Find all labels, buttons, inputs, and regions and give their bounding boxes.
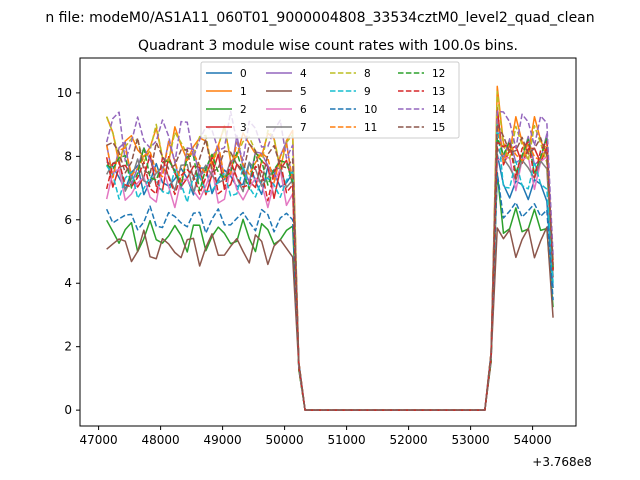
series-line-2 bbox=[106, 172, 554, 411]
legend-label-7: 7 bbox=[300, 122, 307, 134]
x-tick-label: 54000 bbox=[514, 433, 552, 447]
x-tick-label: 48000 bbox=[142, 433, 180, 447]
legend-box bbox=[200, 61, 460, 139]
axis-ticks: 47000 48000 49000 50000 51000 52000 53000 54000… bbox=[57, 86, 552, 447]
legend-label-13: 13 bbox=[432, 86, 445, 98]
x-offset-label: +3.768e8 bbox=[532, 455, 591, 469]
legend-label-9: 9 bbox=[364, 86, 371, 98]
y-tick-label: 2 bbox=[64, 340, 72, 354]
legend-label-12: 12 bbox=[432, 68, 445, 80]
series-line-0 bbox=[106, 153, 554, 411]
legend-label-11: 11 bbox=[364, 122, 377, 134]
x-tick-label: 51000 bbox=[328, 433, 366, 447]
series-line-14 bbox=[105, 110, 554, 411]
legend-label-3: 3 bbox=[240, 122, 247, 134]
x-tick-label: 47000 bbox=[80, 433, 118, 447]
y-tick-label: 0 bbox=[64, 403, 72, 417]
legend-label-2: 2 bbox=[240, 104, 247, 116]
legend-label-8: 8 bbox=[364, 68, 371, 80]
series-line-8 bbox=[105, 90, 554, 411]
legend-label-10: 10 bbox=[364, 104, 377, 116]
legend-label-4: 4 bbox=[300, 68, 307, 80]
chart-title: Quadrant 3 module wise count rates with … bbox=[138, 38, 518, 54]
series-line-6 bbox=[105, 155, 554, 411]
series-line-11 bbox=[105, 120, 554, 411]
x-tick-label: 50000 bbox=[266, 433, 304, 447]
series-line-5 bbox=[106, 226, 554, 411]
axes-frame bbox=[79, 57, 577, 427]
x-tick-label: 53000 bbox=[452, 433, 490, 447]
legend-label-0: 0 bbox=[240, 68, 247, 80]
series-line-7 bbox=[106, 147, 554, 411]
legend-label-14: 14 bbox=[432, 104, 446, 116]
y-tick-label: 10 bbox=[57, 86, 72, 100]
legend-label-15: 15 bbox=[432, 122, 445, 134]
x-tick-label: 52000 bbox=[390, 433, 428, 447]
legend-label-6: 6 bbox=[300, 104, 307, 116]
figure-suptitle: n file: modeM0/AS1A11_060T01_9000004808_… bbox=[45, 10, 594, 26]
x-tick-label: 49000 bbox=[204, 433, 242, 447]
y-tick-label: 6 bbox=[64, 213, 72, 227]
legend-label-5: 5 bbox=[300, 86, 307, 98]
y-tick-label: 4 bbox=[64, 276, 72, 290]
y-tick-label: 8 bbox=[64, 149, 72, 163]
series-line-10 bbox=[105, 171, 554, 411]
series-line-15 bbox=[106, 123, 554, 411]
series-lines bbox=[105, 85, 554, 411]
legend-label-1: 1 bbox=[240, 86, 247, 98]
series-line-13 bbox=[105, 140, 554, 411]
